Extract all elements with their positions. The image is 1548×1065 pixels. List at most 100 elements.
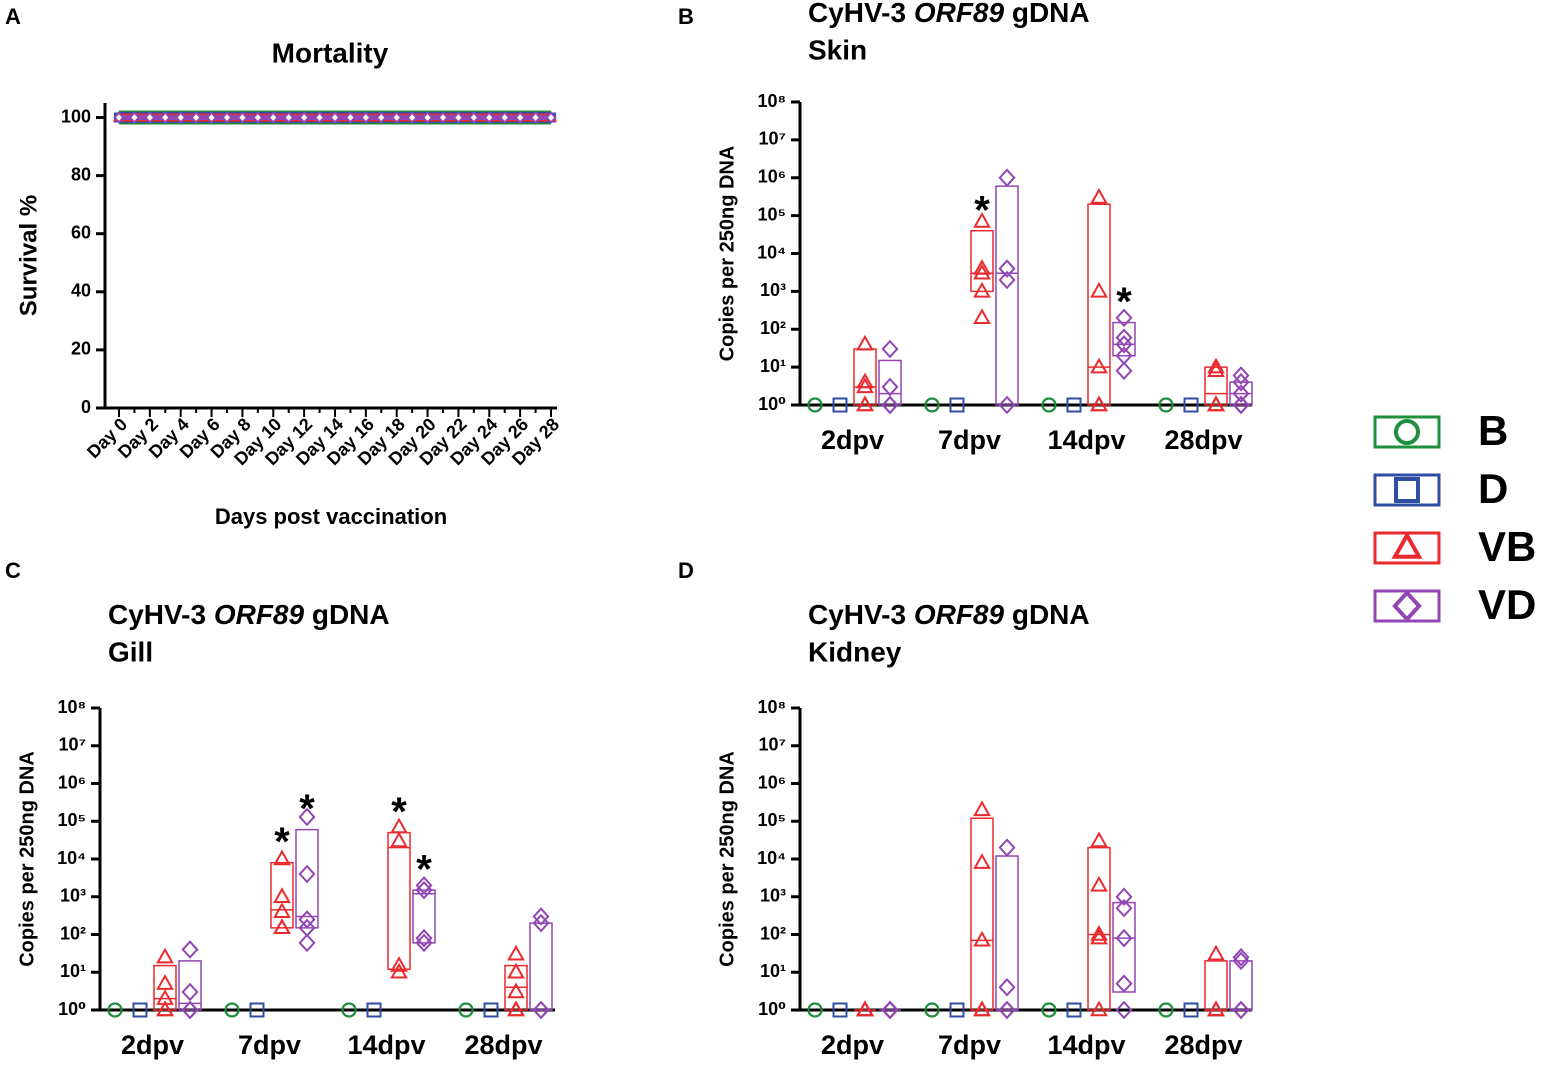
range-box (412, 889, 436, 944)
y-tick-label: 10² (760, 923, 786, 943)
y-tick-label: 10⁵ (758, 810, 786, 830)
marker-square (1183, 397, 1199, 413)
marker-diamond (406, 111, 418, 124)
x-tick-label: 14dpv (1047, 1030, 1125, 1060)
marker-triangle (1090, 924, 1108, 941)
marker-triangle (390, 962, 408, 979)
y-tick-label: 10⁸ (757, 91, 786, 111)
marker-triangle (973, 259, 991, 275)
marker-diamond (1115, 887, 1133, 907)
x-tick-label: 2dpv (821, 1030, 884, 1060)
marker-triangle (973, 281, 991, 298)
y-tick-label: 10⁴ (57, 848, 86, 868)
marker-diamond (437, 111, 449, 124)
title-part: ORF89 (214, 599, 305, 630)
marker-diamond (298, 807, 316, 827)
range-box (1087, 846, 1111, 1011)
y-axis-label: Copies per 250ng DNA (716, 146, 738, 362)
y-tick-label: 10⁰ (58, 999, 86, 1019)
marker-diamond (468, 111, 480, 124)
y-tick-label: 80 (71, 164, 91, 184)
marker-diamond (360, 111, 372, 124)
marker-triangle (1207, 1000, 1225, 1017)
chart-title: Mortality (272, 37, 389, 68)
marker-diamond (298, 933, 316, 953)
marker-diamond (529, 111, 542, 124)
marker-square (249, 1002, 265, 1018)
marker-diamond (128, 111, 141, 124)
marker-diamond (1232, 395, 1250, 415)
y-tick-label: 10⁴ (757, 848, 786, 868)
range-box (970, 817, 994, 1011)
marker-circle (224, 1002, 240, 1018)
marker-diamond (483, 111, 496, 124)
title-part: gDNA (1004, 0, 1090, 28)
chart-subtitle: Gill (108, 636, 153, 667)
marker-circle (107, 1002, 123, 1018)
marker-triangle (856, 395, 874, 412)
marker-circle (1041, 1002, 1057, 1018)
range-box (387, 831, 411, 971)
marker-triangle (856, 372, 874, 389)
marker-diamond (159, 111, 172, 124)
x-tick-label: 28dpv (464, 1030, 542, 1060)
marker-diamond (390, 111, 403, 124)
marker-diamond (415, 928, 433, 948)
legend-label: B (1478, 407, 1508, 454)
y-tick-label: 10⁰ (758, 999, 786, 1019)
title-part: ORF89 (914, 0, 1005, 28)
marker-circle (458, 1002, 474, 1018)
marker-diamond (498, 111, 511, 124)
marker-diamond (267, 111, 280, 124)
range-box (878, 359, 902, 406)
marker-triangle (507, 944, 525, 961)
x-tick-label: 28dpv (1164, 425, 1242, 455)
marker-diamond (1115, 974, 1133, 993)
marker-circle (924, 397, 940, 413)
y-tick-label: 10³ (760, 280, 786, 300)
marker-square (483, 1002, 499, 1018)
y-tick-label: 10⁵ (758, 204, 786, 224)
panel-letter: D (678, 558, 694, 583)
marker-diamond (998, 395, 1016, 415)
y-tick-label: 10⁸ (57, 697, 86, 717)
y-tick-label: 10⁶ (58, 772, 86, 792)
legend-box (1373, 415, 1441, 449)
marker-diamond (998, 838, 1016, 857)
x-axis-label: Days post vaccination (215, 504, 447, 529)
marker-diamond (1232, 951, 1250, 971)
marker-square (366, 1002, 382, 1018)
y-tick-label: 10¹ (60, 961, 86, 981)
y-tick-label: 10⁴ (757, 242, 786, 262)
legend-label: VD (1478, 581, 1536, 628)
marker-square (1394, 477, 1420, 503)
marker-diamond (282, 111, 295, 124)
marker-square (832, 397, 848, 413)
y-tick-label: 10² (60, 923, 86, 943)
marker-diamond (998, 259, 1016, 278)
marker-diamond (415, 933, 433, 953)
marker-diamond (1115, 1000, 1133, 1020)
marker-triangle (973, 308, 991, 325)
marker-square (1183, 1002, 1199, 1018)
title-part: gDNA (304, 599, 390, 630)
marker-square (949, 397, 965, 413)
marker-triangle (1090, 357, 1108, 374)
marker-diamond (1115, 308, 1133, 328)
y-tick-label: 10² (760, 318, 786, 338)
y-tick-label: 10⁷ (759, 735, 786, 755)
y-axis-label: Copies per 250ng DNA (716, 751, 738, 967)
y-tick-label: 20 (71, 339, 91, 359)
y-tick-label: 10¹ (760, 356, 786, 376)
marker-diamond (1232, 384, 1250, 403)
marker-triangle (1090, 395, 1108, 412)
title-part: CyHV-3 (808, 0, 914, 28)
marker-triangle (507, 962, 525, 979)
y-tick-label: 60 (71, 222, 91, 242)
panel-letter: B (678, 4, 694, 29)
marker-diamond (190, 111, 202, 124)
marker-circle (924, 1002, 940, 1018)
marker-circle (807, 397, 823, 413)
marker-triangle (273, 887, 291, 903)
